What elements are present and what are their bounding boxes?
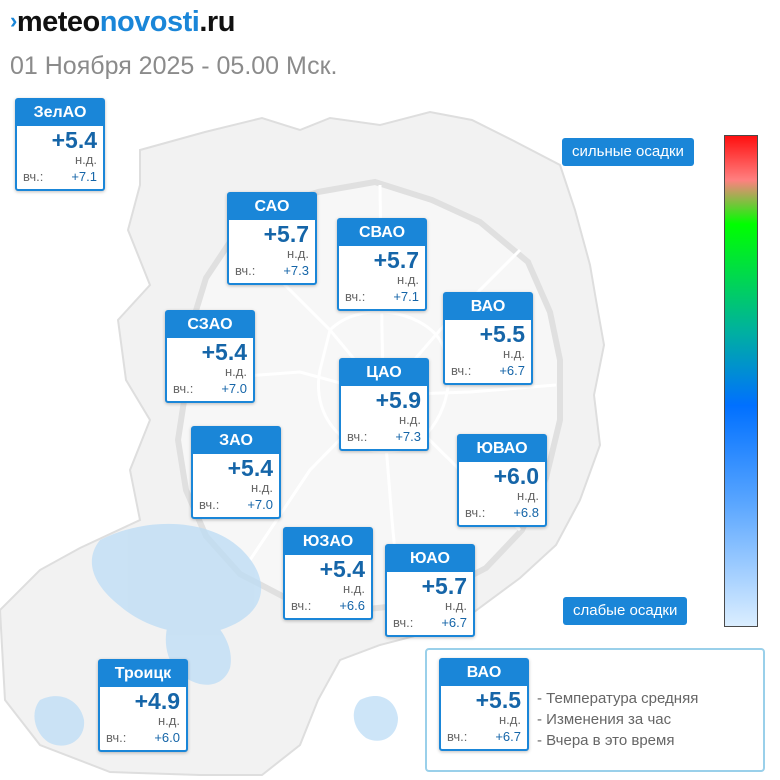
district-name: ЮЗАО: [285, 529, 371, 555]
district-change: н.д.: [499, 712, 521, 727]
district-card-sao: САО +5.7 н.д. вч.: +7.3: [227, 192, 317, 285]
district-temperature: +5.7: [373, 247, 419, 273]
district-card-yuvao: ЮВАО +6.0 н.д. вч.: +6.8: [457, 434, 547, 527]
district-name: ЗелАО: [17, 100, 103, 126]
yesterday-value: +7.3: [395, 429, 421, 444]
district-change: н.д.: [517, 488, 539, 503]
yesterday-value: +6.7: [441, 615, 467, 630]
site-logo[interactable]: ›meteonovosti.ru: [10, 6, 235, 39]
district-change: н.д.: [75, 152, 97, 167]
scale-bottom-label: слабые осадки: [563, 597, 688, 625]
district-change: н.д.: [343, 581, 365, 596]
district-temperature: +6.0: [493, 463, 539, 489]
legend-sample-card: ВАО +5.5 н.д. вч.: +6.7: [439, 658, 529, 751]
yesterday-label: вч.:: [173, 381, 194, 396]
district-card-vao: ВАО +5.5 н.д. вч.: +6.7: [443, 292, 533, 385]
legend-line-temperature: - Температура средняя: [537, 690, 699, 707]
district-temperature: +5.5: [479, 321, 525, 347]
logo-mark-icon: ›: [10, 8, 17, 33]
district-card-zao: ЗАО +5.4 н.д. вч.: +7.0: [191, 426, 281, 519]
yesterday-value: +7.0: [247, 497, 273, 512]
district-temperature: +4.9: [134, 688, 180, 714]
district-name: ЗАО: [193, 428, 279, 454]
district-temperature: +5.5: [475, 687, 521, 713]
district-name: СЗАО: [167, 312, 253, 338]
yesterday-label: вч.:: [451, 363, 472, 378]
logo-prefix: meteo: [16, 6, 100, 38]
district-change: н.д.: [399, 412, 421, 427]
district-temperature: +5.4: [51, 127, 97, 153]
yesterday-label: вч.:: [23, 169, 44, 184]
district-card-cao: ЦАО +5.9 н.д. вч.: +7.3: [339, 358, 429, 451]
district-card-svao: СВАО +5.7 н.д. вч.: +7.1: [337, 218, 427, 311]
yesterday-label: вч.:: [235, 263, 256, 278]
legend-line-change: - Изменения за час: [537, 711, 672, 728]
district-temperature: +5.4: [319, 556, 365, 582]
yesterday-label: вч.:: [345, 289, 366, 304]
district-change: н.д.: [251, 480, 273, 495]
yesterday-label: вч.:: [347, 429, 368, 444]
page-subtitle: 01 Ноября 2025 - 05.00 Мск.: [10, 52, 338, 80]
yesterday-label: вч.:: [199, 497, 220, 512]
district-card-yuao: ЮАО +5.7 н.д. вч.: +6.7: [385, 544, 475, 637]
yesterday-value: +7.0: [221, 381, 247, 396]
district-name: САО: [229, 194, 315, 220]
legend-box: ВАО +5.5 н.д. вч.: +6.7 - Температура сре…: [425, 648, 765, 772]
district-temperature: +5.4: [201, 339, 247, 365]
district-change: н.д.: [397, 272, 419, 287]
district-card-troitsk: Троицк +4.9 н.д. вч.: +6.0: [98, 659, 188, 752]
yesterday-label: вч.:: [465, 505, 486, 520]
district-card-szao: СЗАО +5.4 н.д. вч.: +7.0: [165, 310, 255, 403]
district-name: ЮВАО: [459, 436, 545, 462]
district-temperature: +5.7: [263, 221, 309, 247]
district-change: н.д.: [445, 598, 467, 613]
legend-line-yesterday: - Вчера в это время: [537, 732, 675, 749]
yesterday-value: +7.1: [393, 289, 419, 304]
district-temperature: +5.7: [421, 573, 467, 599]
district-change: н.д.: [287, 246, 309, 261]
district-temperature: +5.4: [227, 455, 273, 481]
yesterday-value: +6.7: [495, 729, 521, 744]
district-name: ЮАО: [387, 546, 473, 572]
yesterday-label: вч.:: [106, 730, 127, 745]
yesterday-value: +7.1: [71, 169, 97, 184]
district-change: н.д.: [225, 364, 247, 379]
district-name: ВАО: [445, 294, 531, 320]
yesterday-value: +7.3: [283, 263, 309, 278]
yesterday-label: вч.:: [291, 598, 312, 613]
district-name: ЦАО: [341, 360, 427, 386]
logo-accent: novosti: [99, 6, 200, 38]
district-name: СВАО: [339, 220, 425, 246]
yesterday-value: +6.6: [339, 598, 365, 613]
yesterday-value: +6.0: [154, 730, 180, 745]
district-change: н.д.: [503, 346, 525, 361]
yesterday-label: вч.:: [447, 729, 468, 744]
scale-top-label: сильные осадки: [562, 138, 694, 166]
district-change: н.д.: [158, 713, 180, 728]
district-card-zelao: ЗелАО +5.4 н.д. вч.: +7.1: [15, 98, 105, 191]
district-name: ВАО: [441, 660, 527, 686]
yesterday-value: +6.7: [499, 363, 525, 378]
district-temperature: +5.9: [375, 387, 421, 413]
district-name: Троицк: [100, 661, 186, 687]
yesterday-label: вч.:: [393, 615, 414, 630]
precipitation-scale: [724, 135, 758, 627]
logo-suffix: .ru: [199, 6, 235, 38]
precipitation-area: [91, 523, 262, 634]
yesterday-value: +6.8: [513, 505, 539, 520]
district-card-yuzao: ЮЗАО +5.4 н.д. вч.: +6.6: [283, 527, 373, 620]
